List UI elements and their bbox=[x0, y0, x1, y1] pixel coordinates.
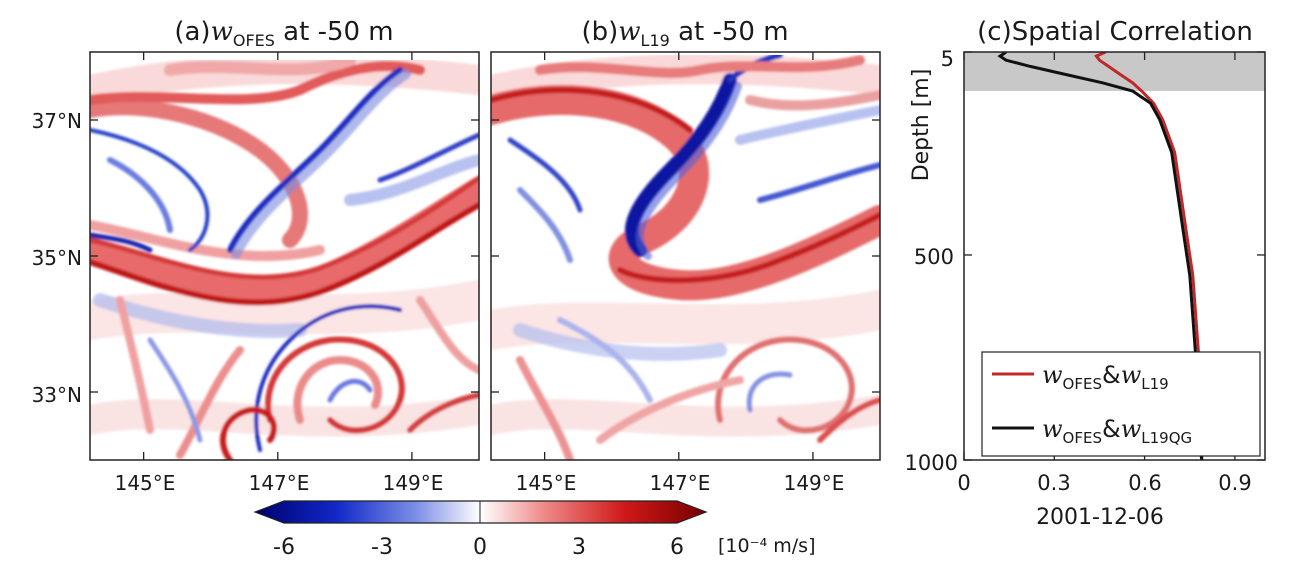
x-tick-label: 145°E bbox=[516, 471, 577, 495]
panel-a: (a)wOFES at -50 m bbox=[32, 17, 480, 495]
panel-b-title: (b)wL19 at -50 m bbox=[581, 17, 788, 50]
x-tick-label: 149°E bbox=[383, 471, 444, 495]
colorbar-tick-label: -3 bbox=[371, 535, 393, 560]
x-tick-label: 147°E bbox=[650, 471, 711, 495]
panel-b-x-tick-labels: 145°E 147°E 149°E bbox=[516, 471, 845, 495]
colorbar-tick-label: 3 bbox=[572, 535, 586, 560]
y-tick-label: 1000 bbox=[905, 451, 958, 475]
y-tick-label: 35°N bbox=[32, 246, 82, 270]
panel-b-field bbox=[491, 52, 880, 460]
legend: wOFES&wL19 wOFES&wL19QG bbox=[981, 351, 1261, 457]
x-tick-label: 0.9 bbox=[1218, 471, 1251, 495]
colorbar-tick-label: -6 bbox=[273, 535, 295, 560]
panel-a-x-tick-labels: 145°E 147°E 149°E bbox=[115, 471, 444, 495]
panel-c-y-label: Depth [m] bbox=[909, 69, 934, 182]
panel-b-ticks bbox=[491, 52, 880, 460]
colorbar: -6 -3 0 3 6 [10⁻⁴ m/s] bbox=[253, 500, 816, 560]
panel-c-frame bbox=[963, 51, 1266, 461]
panel-a-y-tick-labels: 37°N 35°N 33°N bbox=[32, 109, 82, 407]
x-tick-label: 149°E bbox=[784, 471, 845, 495]
panel-c-x-tick-labels: 0 0.3 0.6 0.9 bbox=[957, 471, 1251, 495]
panel-a-field bbox=[90, 54, 479, 460]
legend-entry-l19qg: wOFES&wL19QG bbox=[1042, 415, 1192, 447]
panel-c-y-tick-labels: 5 500 1000 bbox=[905, 47, 958, 475]
colorbar-tick-label: 6 bbox=[670, 535, 684, 560]
legend-entry-l19: wOFES&wL19 bbox=[1042, 361, 1169, 393]
panel-c-title: (c)Spatial Correlation bbox=[977, 17, 1253, 47]
panel-a-title: (a)wOFES at -50 m bbox=[174, 17, 393, 50]
panel-c-x-label: 2001-12-06 bbox=[1036, 505, 1164, 530]
panel-c: (c)Spatial Correlation 5 500 1000 0 0.3 … bbox=[905, 17, 1266, 530]
x-tick-label: 147°E bbox=[249, 471, 310, 495]
colorbar-tick-label: 0 bbox=[473, 535, 487, 560]
y-tick-label: 5 bbox=[941, 47, 954, 71]
x-tick-label: 0.6 bbox=[1128, 471, 1161, 495]
colorbar-units: [10⁻⁴ m/s] bbox=[718, 535, 816, 557]
panel-a-ticks bbox=[90, 52, 479, 460]
y-tick-label: 37°N bbox=[32, 109, 82, 133]
panel-b: (b)wL19 at -50 m bbox=[490, 17, 881, 495]
legend-box bbox=[981, 351, 1261, 457]
x-tick-label: 0 bbox=[957, 471, 970, 495]
x-tick-label: 0.3 bbox=[1037, 471, 1070, 495]
x-tick-label: 145°E bbox=[115, 471, 176, 495]
y-tick-label: 33°N bbox=[32, 383, 82, 407]
y-tick-label: 500 bbox=[914, 245, 954, 269]
